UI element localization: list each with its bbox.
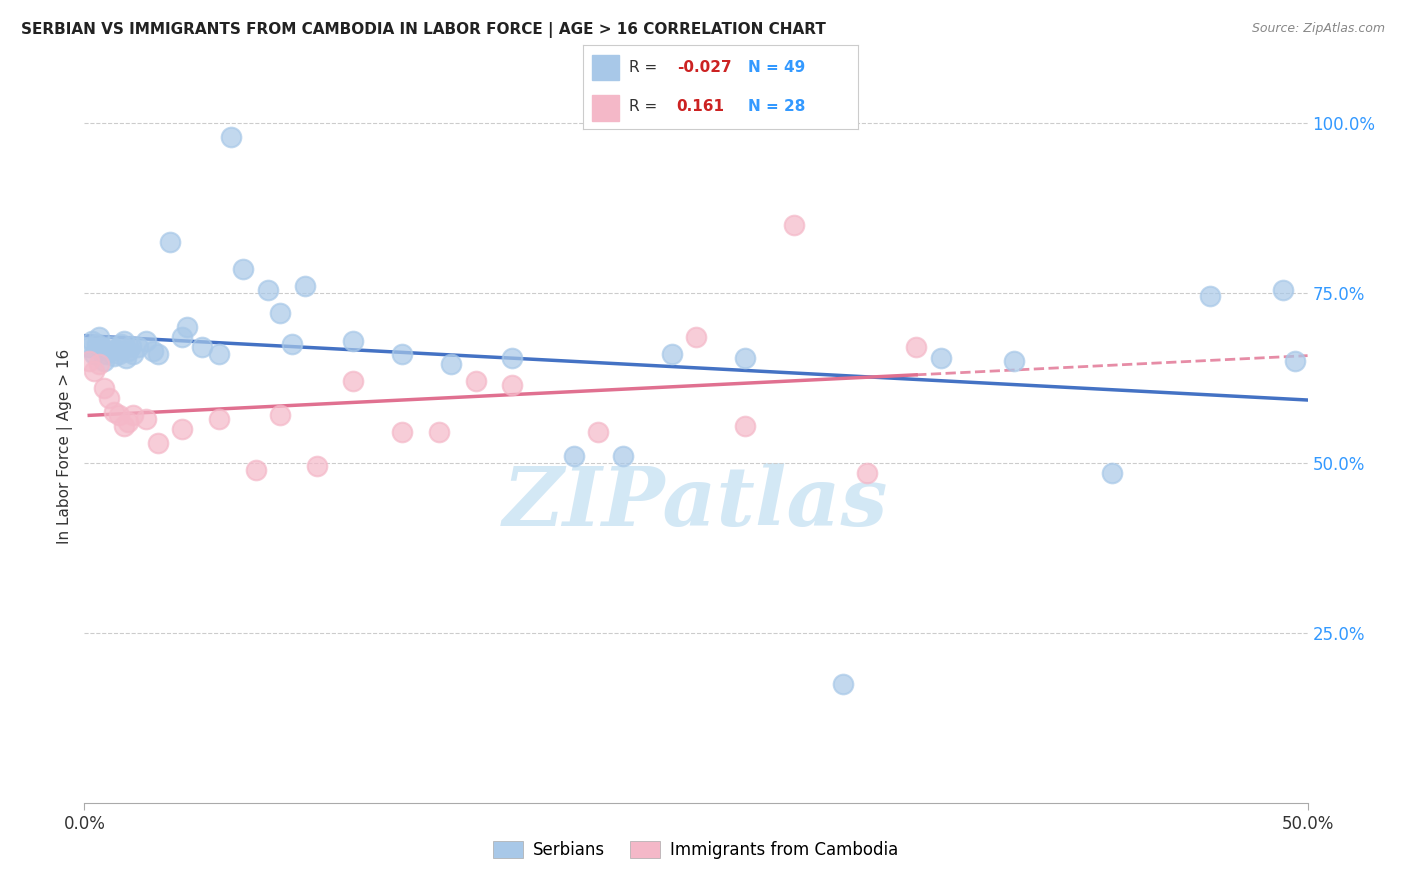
Point: [103, 349, 125, 363]
Point: [391, 347, 413, 361]
Point: [77, 354, 100, 368]
Point: [120, 339, 142, 353]
Point: [146, 347, 169, 361]
Point: [464, 375, 486, 389]
Point: [96, 347, 118, 361]
Point: [219, 129, 242, 144]
Point: [100, 339, 122, 353]
Text: R =: R =: [628, 98, 666, 113]
Point: [117, 343, 139, 358]
Point: [562, 449, 585, 463]
Point: [257, 283, 280, 297]
Point: [1002, 354, 1025, 368]
Point: [1272, 283, 1295, 297]
Point: [146, 435, 169, 450]
Point: [122, 409, 145, 423]
Legend: Serbians, Immigrants from Cambodia: Serbians, Immigrants from Cambodia: [486, 834, 905, 866]
Point: [87, 330, 110, 344]
Point: [1198, 289, 1220, 303]
Point: [107, 409, 129, 423]
Point: [127, 341, 149, 355]
Point: [135, 334, 157, 348]
Point: [83, 364, 105, 378]
Point: [783, 218, 806, 232]
Point: [342, 334, 364, 348]
Point: [159, 235, 181, 249]
Point: [1284, 354, 1306, 368]
Point: [831, 677, 853, 691]
Point: [135, 412, 157, 426]
Point: [502, 377, 524, 392]
Point: [105, 342, 128, 356]
Point: [269, 306, 291, 320]
Point: [245, 463, 267, 477]
Point: [427, 425, 450, 440]
Point: [110, 337, 132, 351]
Point: [97, 392, 120, 406]
Point: [305, 459, 328, 474]
Point: [1101, 466, 1123, 480]
Point: [77, 341, 100, 355]
Point: [172, 330, 194, 344]
Text: Source: ZipAtlas.com: Source: ZipAtlas.com: [1251, 22, 1385, 36]
Point: [391, 425, 413, 440]
Point: [294, 279, 316, 293]
Point: [93, 354, 115, 368]
Text: -0.027: -0.027: [676, 60, 731, 75]
Point: [586, 425, 609, 440]
Point: [734, 351, 756, 365]
Point: [80, 334, 103, 348]
Text: N = 28: N = 28: [748, 98, 806, 113]
Point: [107, 347, 129, 361]
Point: [929, 351, 952, 365]
Point: [612, 449, 634, 463]
Point: [112, 418, 135, 433]
Point: [86, 337, 108, 351]
Text: ZIPatlas: ZIPatlas: [503, 463, 889, 543]
Point: [90, 341, 112, 355]
Point: [97, 343, 120, 358]
Point: [115, 351, 138, 365]
Point: [734, 418, 756, 433]
Bar: [592, 95, 619, 120]
Point: [172, 422, 194, 436]
Point: [856, 466, 879, 480]
Text: R =: R =: [628, 60, 662, 75]
Point: [661, 347, 683, 361]
Point: [342, 375, 364, 389]
Point: [112, 334, 135, 348]
Text: SERBIAN VS IMMIGRANTS FROM CAMBODIA IN LABOR FORCE | AGE > 16 CORRELATION CHART: SERBIAN VS IMMIGRANTS FROM CAMBODIA IN L…: [21, 22, 825, 38]
Point: [232, 262, 254, 277]
Point: [440, 358, 463, 372]
Point: [502, 351, 524, 365]
Point: [93, 381, 115, 395]
Point: [122, 347, 145, 361]
Point: [117, 415, 139, 429]
Point: [142, 343, 165, 358]
Point: [208, 412, 231, 426]
Y-axis label: In Labor Force | Age > 16: In Labor Force | Age > 16: [56, 349, 73, 543]
Point: [905, 341, 928, 355]
Point: [176, 320, 198, 334]
Point: [685, 330, 707, 344]
Text: N = 49: N = 49: [748, 60, 806, 75]
Text: 0.161: 0.161: [676, 98, 724, 113]
Point: [191, 341, 214, 355]
Point: [103, 405, 125, 419]
Bar: [592, 54, 619, 80]
Point: [269, 409, 291, 423]
Point: [281, 337, 304, 351]
Point: [87, 358, 110, 372]
Point: [83, 347, 105, 361]
Point: [208, 347, 231, 361]
